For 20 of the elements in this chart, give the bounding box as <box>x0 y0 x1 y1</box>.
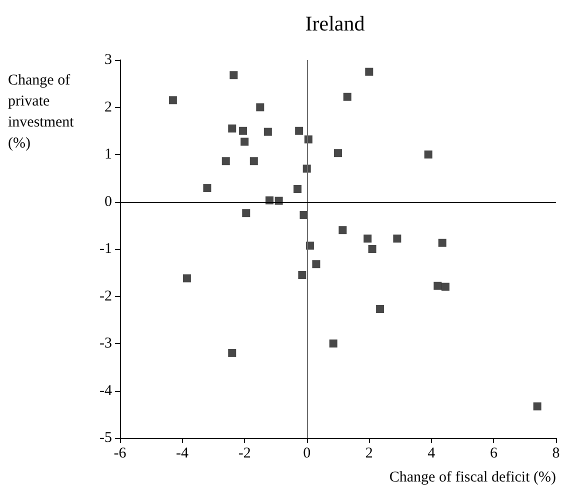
x-tick-label: -2 <box>238 446 251 462</box>
x-tick-label: 0 <box>303 446 311 462</box>
y-tick-label: 1 <box>104 146 112 162</box>
y-tick-label: 0 <box>104 194 112 210</box>
x-tick-label: -4 <box>176 446 190 462</box>
x-axis-title: Change of fiscal deficit (%) <box>389 470 556 486</box>
chart-title: Ireland <box>305 12 366 36</box>
y-tick-label: -4 <box>100 382 112 399</box>
x-tick-label: 6 <box>490 446 498 462</box>
x-tick-label: -6 <box>114 446 127 462</box>
x-tick-label: 8 <box>552 446 560 462</box>
y-tick-label: -5 <box>100 430 112 446</box>
x-tick-label: 2 <box>365 446 373 462</box>
y-tick-label: -3 <box>100 336 112 352</box>
y-tick-label: 2 <box>104 99 112 116</box>
y-tick-label: 3 <box>104 52 112 68</box>
y-axis-title: Change of private investment (%) <box>8 72 78 152</box>
y-tick-label: -1 <box>100 241 112 257</box>
x-tick-label: 4 <box>428 446 436 462</box>
y-tick-label: -2 <box>100 288 112 304</box>
